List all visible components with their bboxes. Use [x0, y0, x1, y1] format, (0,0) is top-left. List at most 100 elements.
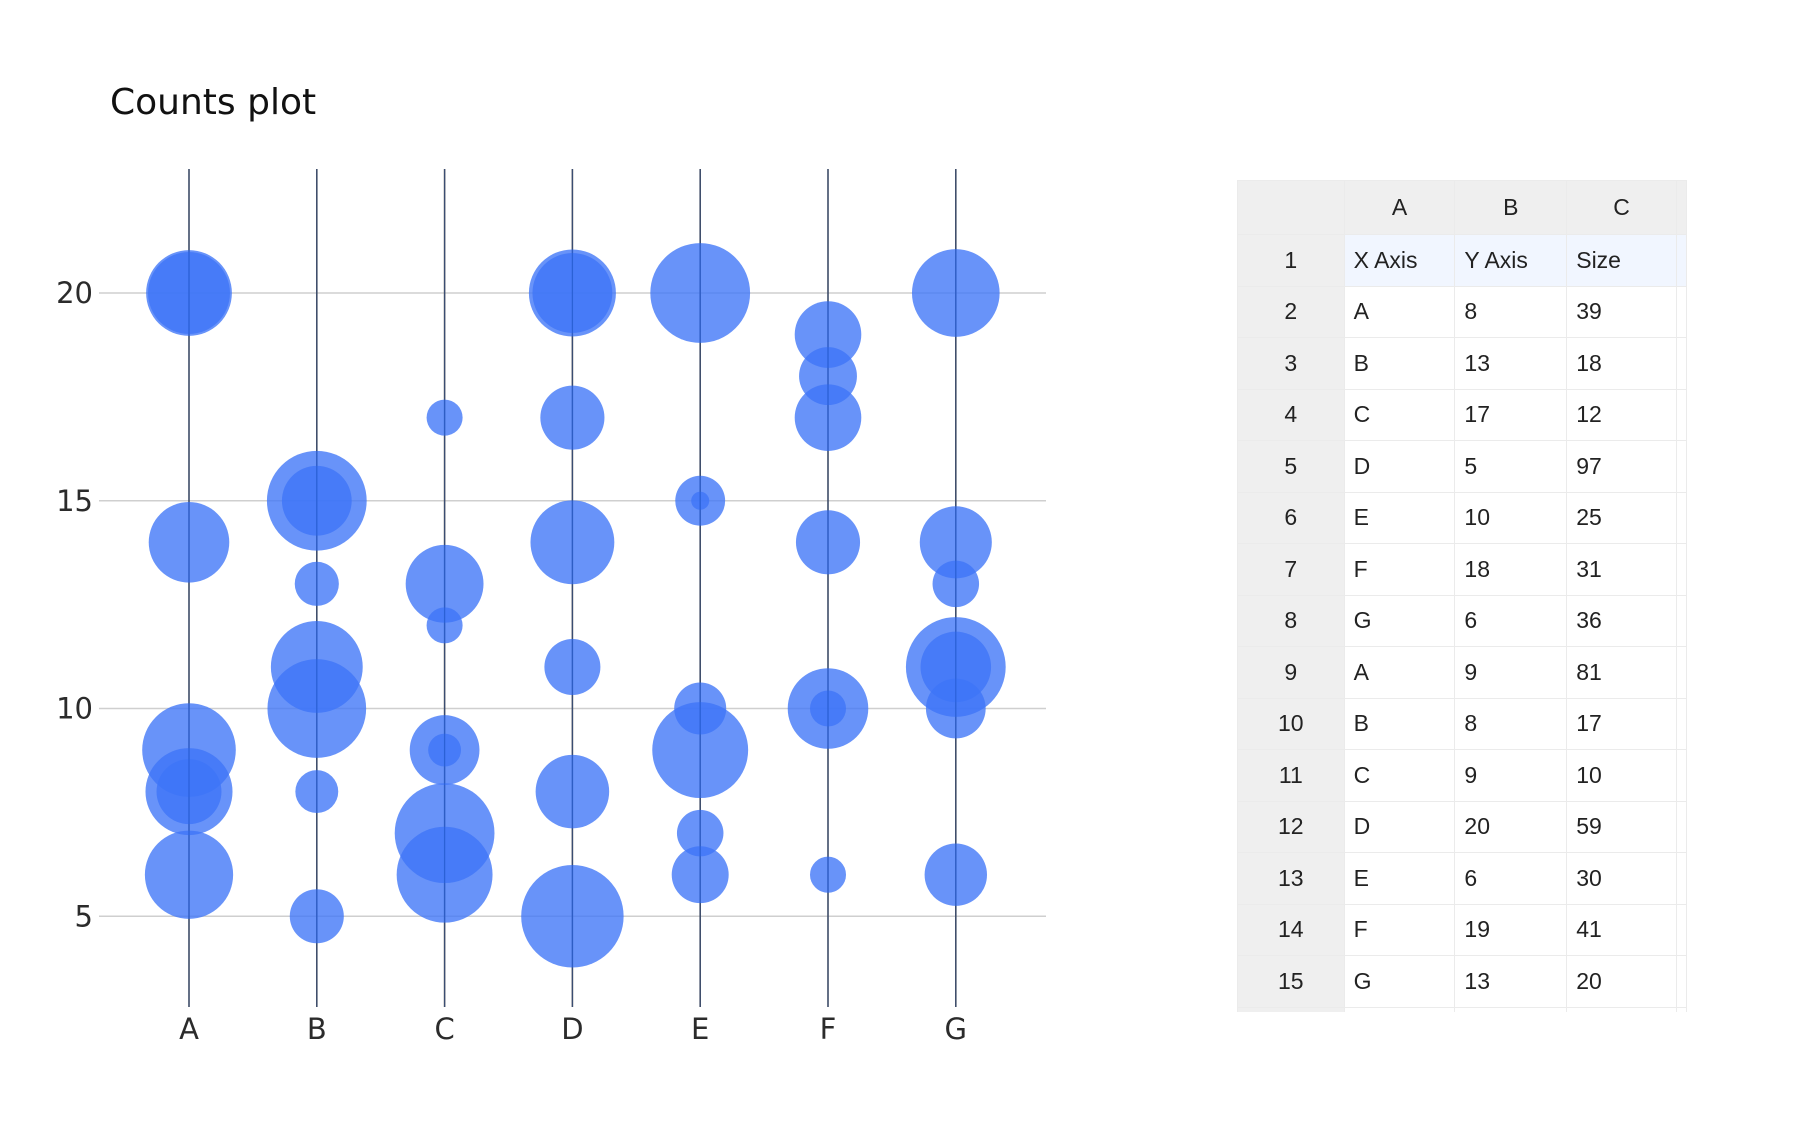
table-cell[interactable] — [1675, 594, 1687, 647]
row-header[interactable]: 5 — [1237, 440, 1345, 493]
table-cell[interactable]: 8 — [1454, 285, 1568, 338]
table-cell[interactable]: E — [1343, 491, 1456, 544]
table-cell[interactable]: A — [1343, 285, 1456, 338]
table-cell[interactable] — [1343, 1006, 1456, 1012]
table-cell[interactable]: 9 — [1454, 646, 1568, 699]
table-cell[interactable]: 6 — [1454, 852, 1568, 905]
table-cell[interactable]: Size — [1566, 234, 1677, 287]
row-header[interactable]: 4 — [1237, 388, 1345, 441]
row-header[interactable]: 2 — [1237, 285, 1345, 338]
table-cell[interactable]: 12 — [1566, 388, 1677, 441]
row-header[interactable]: 1 — [1237, 234, 1345, 287]
table-cell[interactable]: 19 — [1454, 903, 1568, 956]
row-header[interactable]: 7 — [1237, 543, 1345, 596]
table-cell[interactable]: 41 — [1566, 903, 1677, 956]
table-row: 7 F 18 31 — [1237, 543, 1687, 596]
table-cell[interactable]: 36 — [1566, 594, 1677, 647]
row-header[interactable]: 15 — [1237, 955, 1345, 1008]
table-cell[interactable]: E — [1343, 852, 1456, 905]
table-row — [1237, 1006, 1687, 1012]
table-cell[interactable]: Y Axis — [1454, 234, 1568, 287]
table-cell[interactable]: 30 — [1566, 852, 1677, 905]
table-cell[interactable]: 17 — [1454, 388, 1568, 441]
y-tick-label: 5 — [75, 899, 93, 933]
table-cell[interactable]: 9 — [1454, 749, 1568, 802]
table-row: 12 D 20 59 — [1237, 800, 1687, 853]
table-cell[interactable] — [1675, 491, 1687, 544]
bubble — [426, 399, 463, 436]
table-cell[interactable]: 6 — [1454, 594, 1568, 647]
table-cell[interactable] — [1675, 388, 1687, 441]
table-cell[interactable] — [1675, 646, 1687, 699]
table-cell[interactable] — [1675, 234, 1687, 287]
table-cell[interactable] — [1675, 543, 1687, 596]
bubble — [148, 502, 230, 583]
table-cell[interactable]: F — [1343, 903, 1456, 956]
table-cell[interactable] — [1675, 852, 1687, 905]
table-cell[interactable]: 10 — [1454, 491, 1568, 544]
table-cell[interactable] — [1237, 1006, 1345, 1012]
bubble — [267, 659, 367, 758]
table-row: 5 D 5 97 — [1237, 440, 1687, 493]
table-cell[interactable]: 8 — [1454, 697, 1568, 750]
table-cell[interactable]: D — [1343, 440, 1456, 493]
table-cell[interactable]: A — [1343, 646, 1456, 699]
table-row: 9 A 9 81 — [1237, 646, 1687, 699]
table-cell[interactable]: 20 — [1454, 800, 1568, 853]
x-tick-label: E — [691, 1012, 709, 1046]
table-cell[interactable]: 31 — [1566, 543, 1677, 596]
table-cell[interactable]: 5 — [1454, 440, 1568, 493]
table-cell[interactable] — [1675, 800, 1687, 853]
row-header[interactable]: 11 — [1237, 749, 1345, 802]
table-cell[interactable]: 10 — [1566, 749, 1677, 802]
table-cell[interactable] — [1454, 1006, 1568, 1012]
table-cell[interactable]: G — [1343, 955, 1456, 1008]
table-cell[interactable]: X Axis — [1343, 234, 1456, 287]
row-header[interactable]: 3 — [1237, 337, 1345, 390]
row-header[interactable]: 14 — [1237, 903, 1345, 956]
table-cell[interactable]: 17 — [1566, 697, 1677, 750]
row-header[interactable]: 9 — [1237, 646, 1345, 699]
table-cell[interactable] — [1675, 955, 1687, 1008]
y-tick-label: 20 — [56, 276, 93, 310]
table-cell[interactable]: 18 — [1454, 543, 1568, 596]
table-cell[interactable]: 13 — [1454, 955, 1568, 1008]
table-cell[interactable]: 20 — [1566, 955, 1677, 1008]
table-cell[interactable]: C — [1343, 388, 1456, 441]
column-header[interactable]: A — [1343, 180, 1456, 235]
table-cell[interactable]: 18 — [1566, 337, 1677, 390]
table-cell[interactable]: B — [1343, 697, 1456, 750]
table-cell[interactable] — [1675, 903, 1687, 956]
column-header[interactable] — [1675, 180, 1687, 235]
table-cell[interactable] — [1675, 440, 1687, 493]
column-header[interactable]: C — [1566, 180, 1677, 235]
table-cell[interactable] — [1675, 1006, 1687, 1012]
table-cell[interactable] — [1675, 337, 1687, 390]
row-header[interactable]: 13 — [1237, 852, 1345, 905]
table-cell[interactable] — [1566, 1006, 1677, 1012]
table-cell[interactable] — [1675, 285, 1687, 338]
column-header[interactable]: B — [1454, 180, 1568, 235]
row-header[interactable]: 10 — [1237, 697, 1345, 750]
bubble — [295, 770, 339, 814]
table-cell[interactable]: 59 — [1566, 800, 1677, 853]
table-cell[interactable]: 81 — [1566, 646, 1677, 699]
bubble — [289, 889, 344, 944]
table-cell[interactable]: G — [1343, 594, 1456, 647]
table-cell[interactable]: 13 — [1454, 337, 1568, 390]
bubble — [540, 385, 605, 450]
table-cell[interactable]: 97 — [1566, 440, 1677, 493]
row-header[interactable]: 8 — [1237, 594, 1345, 647]
table-cell[interactable] — [1675, 749, 1687, 802]
row-header[interactable]: 6 — [1237, 491, 1345, 544]
table-cell[interactable]: B — [1343, 337, 1456, 390]
row-header[interactable]: 12 — [1237, 800, 1345, 853]
table-cell[interactable] — [1675, 697, 1687, 750]
table-cell[interactable]: 39 — [1566, 285, 1677, 338]
corner-cell[interactable] — [1237, 180, 1345, 235]
table-cell[interactable]: C — [1343, 749, 1456, 802]
table-cell[interactable]: D — [1343, 800, 1456, 853]
table-cell[interactable]: F — [1343, 543, 1456, 596]
table-cell[interactable]: 25 — [1566, 491, 1677, 544]
